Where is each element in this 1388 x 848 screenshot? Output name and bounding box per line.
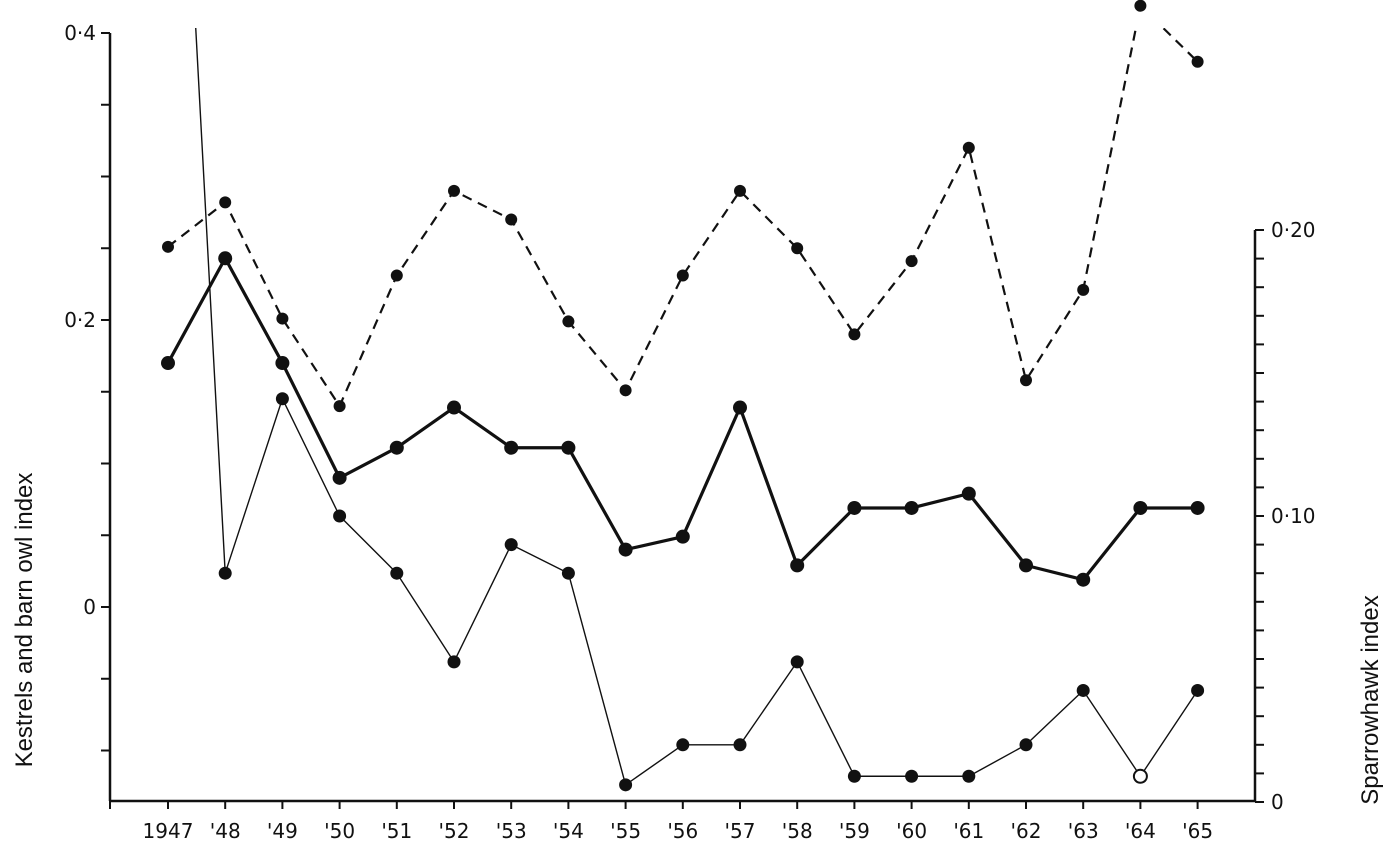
data-point-dashed bbox=[734, 184, 746, 197]
data-point-thick-solid bbox=[733, 400, 747, 415]
data-point-dashed bbox=[390, 269, 403, 282]
data-point-thick-solid bbox=[1133, 500, 1148, 515]
data-point-thin-solid bbox=[447, 655, 461, 669]
x-tick-label: '57 bbox=[725, 819, 756, 843]
right-axis-title: Sparrowhawk index bbox=[1357, 595, 1384, 804]
data-point-thin-solid bbox=[1132, 768, 1148, 784]
data-point-thin-solid bbox=[275, 392, 289, 406]
data-point-thick-solid bbox=[1190, 500, 1205, 515]
axes: 0·40·200·200·1001947'48'49'50'51'52'53'5… bbox=[64, 21, 1315, 843]
data-point-dashed bbox=[219, 196, 232, 209]
x-tick-label: '63 bbox=[1068, 819, 1099, 843]
data-point-dashed bbox=[505, 213, 518, 226]
x-tick-label: '60 bbox=[896, 819, 927, 843]
left-axis-title: Kestrels and barn owl index bbox=[11, 473, 38, 768]
data-point-dashed bbox=[962, 141, 975, 154]
x-tick-label: '54 bbox=[553, 819, 584, 843]
data-point-thick-solid bbox=[161, 356, 175, 371]
data-point-thick-solid bbox=[275, 356, 290, 371]
data-point-thick-solid bbox=[1019, 558, 1033, 573]
data-point-thick-solid bbox=[790, 558, 805, 573]
series-thin-solid bbox=[195, 28, 1205, 792]
data-point-thin-solid bbox=[676, 738, 690, 752]
data-point-dashed bbox=[905, 255, 918, 268]
data-point-thick-solid bbox=[961, 486, 976, 501]
data-point-thin-solid bbox=[1191, 683, 1205, 697]
x-tick-label: '56 bbox=[667, 819, 698, 843]
data-point-dashed bbox=[791, 242, 804, 255]
data-point-dashed bbox=[1134, 0, 1147, 12]
data-point-thick-solid bbox=[675, 529, 690, 544]
data-point-thick-solid bbox=[904, 500, 919, 515]
data-point-thin-solid bbox=[905, 769, 919, 783]
x-tick-label: '50 bbox=[324, 819, 355, 843]
data-point-thin-solid bbox=[962, 769, 976, 783]
data-point-thick-solid bbox=[561, 440, 576, 455]
data-point-thick-solid bbox=[389, 440, 404, 455]
data-point-dashed bbox=[276, 312, 289, 325]
x-tick-label: '61 bbox=[953, 819, 984, 843]
series-line-dashed bbox=[167, 28, 1199, 408]
data-point-thin-solid bbox=[1076, 683, 1090, 697]
series-thick-solid bbox=[161, 251, 1205, 587]
data-point-thin-solid bbox=[218, 566, 232, 580]
data-point-thin-solid bbox=[1019, 738, 1033, 752]
data-point-thin-solid bbox=[619, 778, 633, 792]
data-point-dashed bbox=[1020, 374, 1032, 387]
data-point-dashed bbox=[1191, 55, 1204, 68]
x-tick-label: '53 bbox=[496, 819, 527, 843]
x-tick-label: '48 bbox=[210, 819, 241, 843]
x-tick-label: '49 bbox=[267, 819, 298, 843]
data-point-thin-solid bbox=[790, 655, 804, 669]
data-point-thin-solid bbox=[390, 566, 404, 580]
x-tick-label: '55 bbox=[610, 819, 641, 843]
series-dashed bbox=[162, 0, 1204, 413]
left-tick-label: 0 bbox=[83, 595, 96, 619]
data-point-thick-solid bbox=[218, 251, 233, 266]
x-tick-label: '59 bbox=[839, 819, 870, 843]
data-point-dashed bbox=[562, 315, 575, 328]
data-point-thick-solid bbox=[847, 500, 862, 515]
data-point-thin-solid bbox=[333, 509, 347, 523]
right-tick-label: 0 bbox=[1271, 790, 1284, 814]
data-point-thick-solid bbox=[1076, 572, 1091, 587]
x-tick-label: '64 bbox=[1125, 819, 1156, 843]
data-point-thin-solid bbox=[847, 769, 861, 783]
left-tick-label: 0·4 bbox=[64, 21, 96, 45]
right-tick-label: 0·20 bbox=[1271, 218, 1316, 242]
data-point-thick-solid bbox=[618, 542, 633, 557]
data-point-dashed bbox=[619, 384, 632, 397]
data-point-dashed bbox=[162, 240, 174, 253]
data-point-dashed bbox=[676, 269, 689, 282]
series-group bbox=[161, 0, 1205, 792]
data-point-thick-solid bbox=[504, 440, 519, 455]
left-tick-label: 0·2 bbox=[64, 308, 96, 332]
data-point-thin-solid bbox=[504, 538, 518, 552]
series-line-thin-solid bbox=[195, 28, 1199, 786]
x-tick-label: '52 bbox=[439, 819, 470, 843]
x-tick-label: '58 bbox=[782, 819, 813, 843]
data-point-thick-solid bbox=[332, 470, 347, 485]
x-tick-label: 1947 bbox=[143, 819, 194, 843]
data-point-thick-solid bbox=[447, 400, 461, 415]
data-point-thin-solid bbox=[733, 738, 747, 752]
data-point-dashed bbox=[448, 184, 460, 197]
x-tick-label: '65 bbox=[1182, 819, 1213, 843]
right-tick-label: 0·10 bbox=[1271, 504, 1316, 528]
data-point-dashed bbox=[1077, 283, 1090, 296]
data-point-dashed bbox=[848, 328, 861, 341]
data-point-thin-solid bbox=[561, 566, 575, 580]
data-point-dashed bbox=[333, 400, 346, 413]
x-tick-label: '62 bbox=[1011, 819, 1042, 843]
x-tick-label: '51 bbox=[381, 819, 412, 843]
